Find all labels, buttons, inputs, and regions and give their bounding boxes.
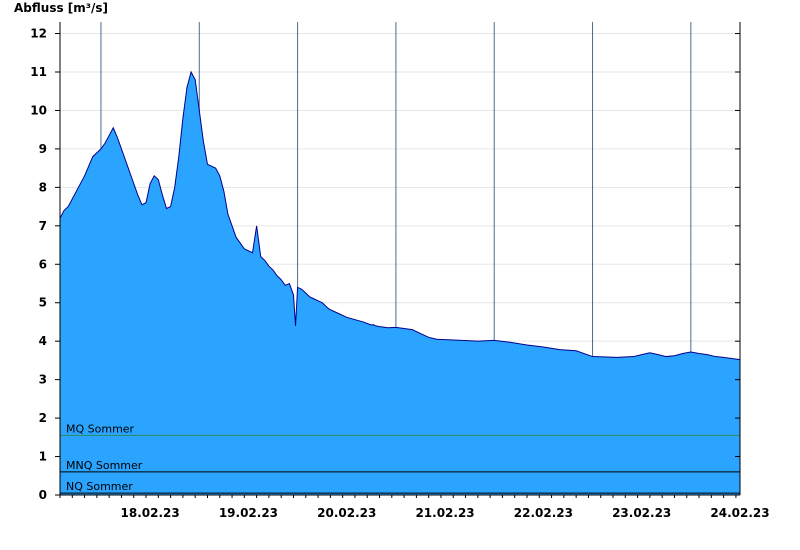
chart-title: Abfluss [m³/s] xyxy=(14,1,109,15)
x-tick-label: 19.02.23 xyxy=(219,506,278,520)
x-tick-label: 20.02.23 xyxy=(317,506,376,520)
y-tick-label: 4 xyxy=(39,334,47,348)
reference-label: MQ Sommer xyxy=(66,422,135,435)
y-tick-label: 9 xyxy=(39,142,47,156)
y-tick-label: 7 xyxy=(39,219,47,233)
reference-label: NQ Sommer xyxy=(66,480,133,493)
y-tick-label: 6 xyxy=(39,257,47,271)
y-tick-label: 11 xyxy=(30,65,47,79)
x-tick-label: 21.02.23 xyxy=(415,506,474,520)
x-tick-label: 24.02.23 xyxy=(710,506,769,520)
x-tick-label: 22.02.23 xyxy=(514,506,573,520)
y-tick-label: 1 xyxy=(39,450,47,464)
series-layer xyxy=(59,70,741,496)
axes xyxy=(55,22,741,498)
y-tick-label: 0 xyxy=(39,488,47,502)
y-tick-label: 8 xyxy=(39,180,47,194)
y-tick-label: 2 xyxy=(39,411,47,425)
y-tick-label: 5 xyxy=(39,296,47,310)
y-tick-label: 12 xyxy=(30,27,47,41)
reference-lines: MQ Sommer MNQ Sommer NQ Sommer xyxy=(60,422,740,494)
y-tick-label: 10 xyxy=(30,103,47,117)
x-tick-label: 23.02.23 xyxy=(612,506,671,520)
reference-label: MNQ Sommer xyxy=(66,459,143,472)
y-tick-label: 3 xyxy=(39,373,47,387)
x-tick-label: 18.02.23 xyxy=(121,506,180,520)
discharge-line xyxy=(59,70,741,361)
discharge-area xyxy=(60,71,740,496)
